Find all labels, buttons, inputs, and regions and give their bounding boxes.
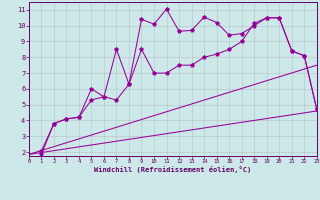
X-axis label: Windchill (Refroidissement éolien,°C): Windchill (Refroidissement éolien,°C) (94, 166, 252, 173)
